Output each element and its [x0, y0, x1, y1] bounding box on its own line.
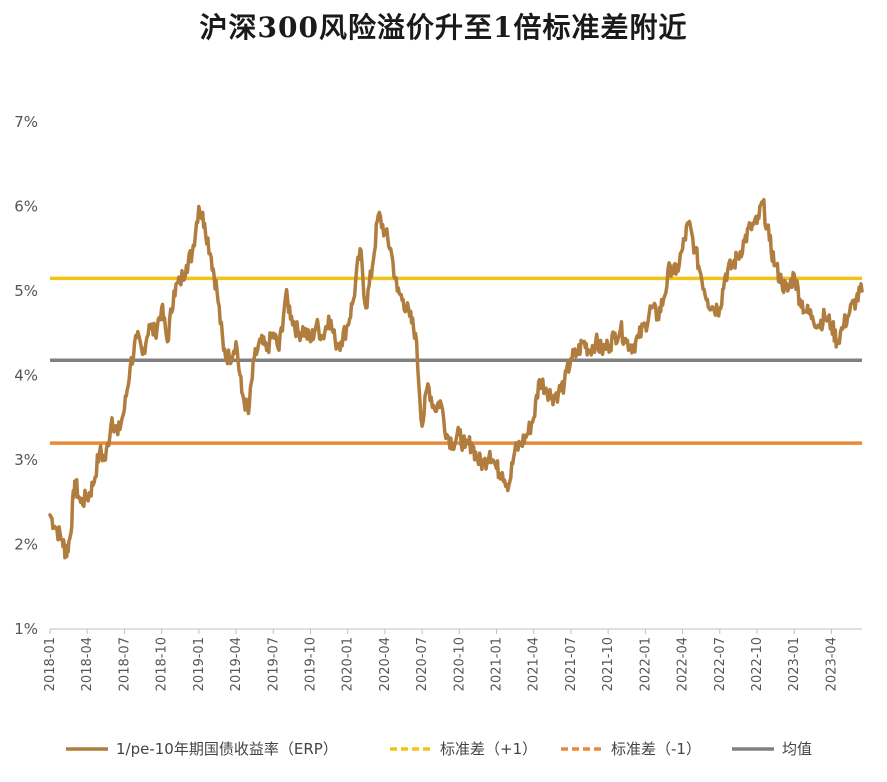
x-tick-label: 2022-04 — [676, 637, 691, 691]
x-tick-label: 2019-01 — [192, 637, 207, 691]
x-axis-ticks: 2018-01 2018-04 2018-07 2018-10 2019-01 2019-… — [43, 629, 839, 691]
y-tick-label: 1% — [14, 620, 38, 638]
legend-item-mean: 均值 — [732, 740, 812, 758]
x-tick-label: 2021-07 — [564, 637, 579, 691]
legend-label: 1/pe-10年期国债收益率（ERP） — [116, 740, 338, 758]
legend-label: 标准差（+1） — [440, 740, 537, 758]
legend-label: 均值 — [782, 740, 812, 758]
x-tick-label: 2021-04 — [527, 637, 542, 691]
legend-item-plus-one-std: 标准差（+1） — [390, 740, 537, 758]
x-tick-label: 2021-01 — [490, 637, 505, 691]
x-tick-label: 2023-01 — [787, 637, 802, 691]
x-tick-label: 2018-07 — [117, 637, 132, 691]
y-tick-label: 4% — [14, 367, 38, 385]
y-tick-label: 6% — [14, 198, 38, 216]
x-tick-label: 2019-04 — [229, 637, 244, 691]
legend-item-erp: 1/pe-10年期国债收益率（ERP） — [66, 740, 338, 758]
x-tick-label: 2022-01 — [638, 637, 653, 691]
x-tick-label: 2018-01 — [43, 637, 58, 691]
x-tick-label: 2020-10 — [452, 637, 467, 691]
x-tick-label: 2020-01 — [341, 637, 356, 691]
x-tick-label: 2018-04 — [80, 637, 95, 691]
x-tick-label: 2018-10 — [155, 637, 170, 691]
legend-item-minus-one-std: 标准差（-1） — [561, 740, 701, 758]
x-tick-label: 2020-04 — [378, 637, 393, 691]
x-tick-label: 2021-10 — [601, 637, 616, 691]
legend-label: 标准差（-1） — [611, 740, 701, 758]
chart-title: 沪深300风险溢价升至1倍标准差附近 — [199, 11, 688, 44]
x-tick-label: 2020-07 — [415, 637, 430, 691]
y-tick-label: 7% — [14, 113, 38, 131]
y-tick-label: 2% — [14, 536, 38, 554]
erp-series-line — [48, 197, 864, 560]
y-tick-label: 5% — [14, 282, 38, 300]
legend: 1/pe-10年期国债收益率（ERP） 标准差（+1） 标准差（-1） 均值 — [66, 740, 812, 758]
y-tick-label: 3% — [14, 451, 38, 469]
y-axis-ticks: 1% 2% 3% 4% 5% 6% 7% — [14, 113, 38, 638]
x-tick-label: 2022-10 — [750, 637, 765, 691]
x-tick-label: 2019-07 — [266, 637, 281, 691]
x-tick-label: 2019-10 — [303, 637, 318, 691]
series-layer — [48, 197, 864, 560]
x-tick-label: 2023-04 — [824, 637, 839, 691]
x-tick-label: 2022-07 — [713, 637, 728, 691]
